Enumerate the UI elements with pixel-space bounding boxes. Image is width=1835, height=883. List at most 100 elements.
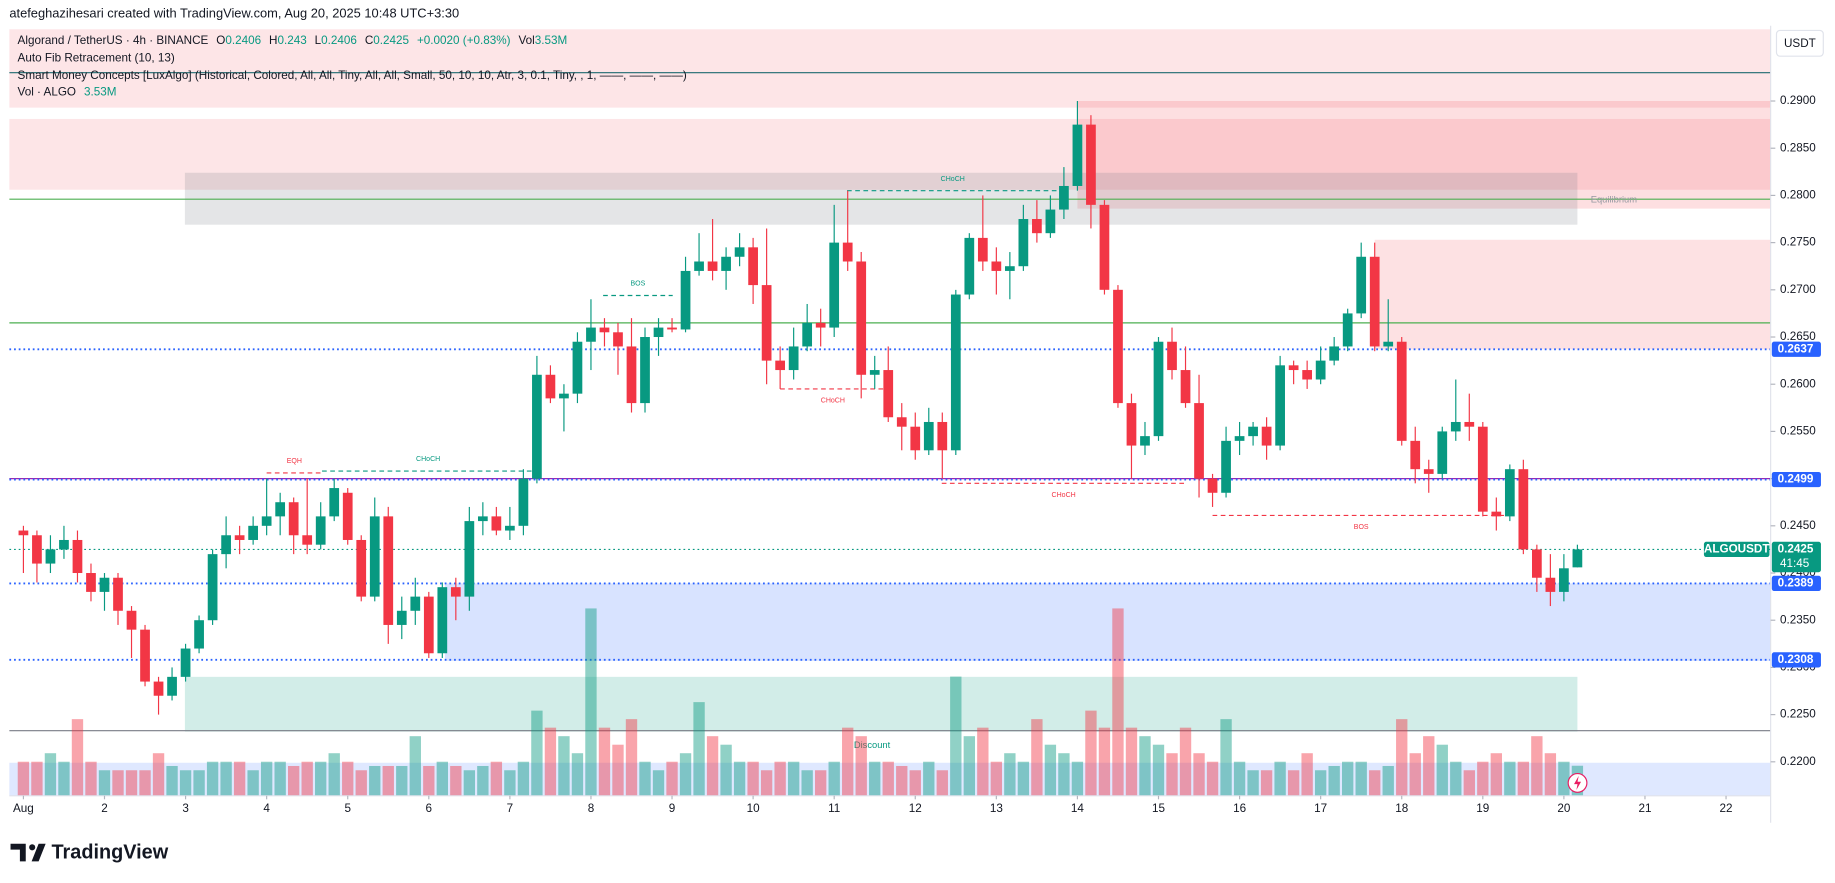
volume-legend[interactable]: Vol · ALGO 3.53M: [18, 86, 117, 99]
volume-bar: [923, 761, 935, 796]
candle-body: [369, 516, 380, 597]
candle-body: [45, 549, 56, 564]
price-badge-label: 0.2389: [1778, 576, 1814, 589]
candle-body: [275, 502, 286, 517]
candle-body: [1180, 370, 1191, 404]
y-tick-label: 0.2750: [1780, 236, 1816, 249]
structure-label: BOS: [631, 281, 646, 288]
zone: [9, 762, 1771, 796]
y-tick-label: 0.2600: [1780, 377, 1816, 390]
volume-bar: [1558, 761, 1570, 796]
x-tick-label: 7: [507, 802, 514, 815]
y-tick-label: 0.2550: [1780, 425, 1816, 438]
candle-body: [1518, 469, 1529, 550]
volume-bar: [1490, 753, 1502, 796]
legend: atefeghazihesari created with TradingVie…: [9, 5, 687, 863]
x-tick-label: 12: [909, 802, 922, 815]
volume-bar: [598, 727, 611, 796]
volume-bar: [450, 765, 462, 796]
volume-bar: [58, 761, 70, 796]
candle-body: [1099, 204, 1110, 290]
x-tick-label: Aug: [13, 802, 34, 815]
candle-body: [423, 596, 434, 654]
volume-bar: [977, 727, 989, 796]
volume-bar: [112, 770, 124, 796]
y-tick-label: 0.2850: [1780, 141, 1816, 154]
candle-body: [1153, 341, 1164, 437]
volume-bar: [220, 761, 232, 796]
candle-body: [1275, 365, 1285, 446]
volume-bar: [315, 761, 327, 796]
zone: [9, 118, 1771, 190]
volume-bar: [544, 727, 557, 796]
volume-bar: [1125, 727, 1138, 796]
candle-body: [1045, 209, 1056, 234]
volume-bar: [1166, 753, 1178, 796]
candle-body: [1315, 360, 1326, 380]
vol-key: Vol: [519, 34, 535, 47]
candles: [18, 101, 1583, 715]
candle-body: [383, 516, 394, 625]
volume-bar: [260, 761, 273, 796]
candle-body: [653, 327, 664, 338]
structure-label: EQH: [287, 458, 302, 465]
volume-bar: [233, 761, 246, 796]
x-tick-label: 9: [669, 802, 676, 815]
volume-bar: [1504, 761, 1516, 796]
ohlc-key: C: [365, 34, 373, 47]
candle-body: [964, 237, 975, 295]
price-badge-label: 0.2425: [1778, 543, 1814, 556]
volume-bar: [639, 761, 651, 796]
candle-body: [599, 327, 610, 333]
volume-bar: [706, 736, 719, 796]
volume-bar: [1233, 761, 1246, 796]
x-tick-label: 17: [1314, 802, 1327, 815]
x-tick-label: 10: [747, 802, 761, 815]
candle-body: [1302, 370, 1313, 380]
zone-label: Discount: [854, 740, 891, 750]
volume-bar: [1031, 719, 1043, 796]
candle-body: [815, 322, 826, 328]
volume-bar: [1382, 765, 1394, 796]
price-badge: [1771, 652, 1821, 668]
candle-body: [261, 516, 272, 526]
candle-body: [18, 530, 29, 536]
volume-bar: [504, 770, 516, 796]
candle-body: [1004, 266, 1015, 271]
candle-body: [1018, 219, 1029, 267]
volume-bar: [1369, 770, 1381, 796]
structure-label: CHoCH: [416, 456, 440, 463]
candle-body: [505, 525, 515, 531]
volume-bar: [963, 736, 975, 796]
candle-body: [1450, 421, 1461, 432]
candle-body: [1329, 346, 1340, 361]
volume-bar: [1517, 761, 1530, 796]
indicator[interactable]: Smart Money Concepts [LuxAlgo] (Historic…: [18, 69, 687, 82]
volume-bar: [1396, 719, 1408, 796]
candle-body: [626, 346, 637, 404]
candle-body: [1383, 341, 1394, 347]
volume-bar: [1206, 761, 1219, 796]
candle-body: [1356, 256, 1367, 314]
candle-body: [329, 488, 340, 517]
candle-body: [761, 285, 772, 361]
volume-bar: [71, 719, 84, 796]
x-tick-label: 18: [1395, 802, 1408, 815]
x-tick-label: 14: [1071, 802, 1085, 815]
candle-body: [315, 516, 326, 545]
price-badge-label: 0.2637: [1778, 342, 1814, 355]
volume-bar: [517, 761, 530, 796]
candle-body: [775, 360, 786, 371]
candle-body: [1559, 568, 1569, 592]
volume-bar: [760, 770, 773, 796]
candle-body: [1504, 469, 1515, 517]
zone: [184, 676, 1578, 732]
candle-body: [1059, 185, 1069, 210]
volume-bar: [355, 770, 367, 796]
indicator[interactable]: Auto Fib Retracement (10, 13): [18, 52, 175, 65]
currency-box[interactable]: [1775, 29, 1824, 57]
candle-body: [491, 516, 502, 531]
candle-body: [410, 596, 421, 611]
candle-body: [950, 294, 961, 451]
candle-body: [167, 676, 177, 696]
